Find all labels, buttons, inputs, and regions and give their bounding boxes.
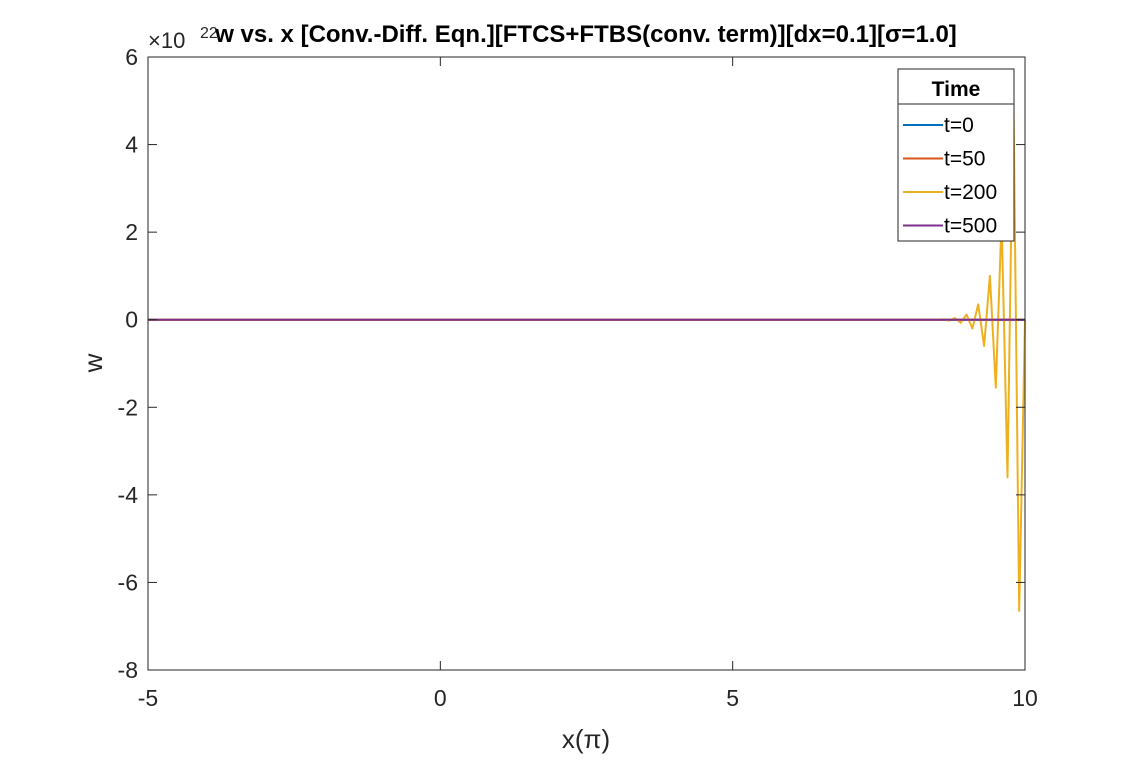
legend-item-label: t=0	[944, 114, 974, 137]
y-tick-label: -4	[118, 482, 139, 508]
x-tick-label: 10	[1012, 685, 1038, 711]
plot-area	[148, 57, 1025, 670]
y-tick-label: -2	[118, 394, 138, 420]
x-tick-label: -5	[138, 685, 158, 711]
y-tick-label: 0	[125, 307, 138, 333]
plot-border	[147, 56, 1026, 671]
x-axis-label: x(π)	[562, 724, 610, 754]
y-tick-label: 2	[125, 219, 138, 245]
legend-item-label: t=50	[944, 148, 985, 171]
y-tick-label: -8	[118, 657, 138, 683]
legend-title: Time	[932, 78, 981, 101]
y-axis: -8 -6 -4 -2 0 2 4 6	[118, 44, 1025, 683]
legend-items: t=0 t=50 t=200 t=500	[903, 114, 997, 238]
x-axis: -5 0 5 10	[138, 57, 1038, 711]
series-layer	[148, 86, 1026, 612]
legend-item-label: t=200	[944, 181, 997, 204]
x-tick-label: 5	[726, 685, 739, 711]
x-tick-label: 0	[434, 685, 447, 711]
y-axis-exponent-power: 22	[200, 25, 218, 42]
y-axis-label: w	[78, 353, 108, 373]
y-tick-label: 6	[125, 44, 138, 70]
legend-item-label: t=500	[944, 215, 997, 238]
legend-box	[897, 68, 1015, 242]
y-axis-exponent-base: ×10	[148, 28, 185, 53]
legend: Time t=0 t=50 t=200 t=500	[897, 68, 1015, 242]
chart-title: w vs. x [Conv.-Diff. Eqn.][FTCS+FTBS(con…	[214, 21, 957, 48]
y-tick-label: -6	[118, 569, 138, 595]
y-tick-label: 4	[125, 132, 138, 158]
